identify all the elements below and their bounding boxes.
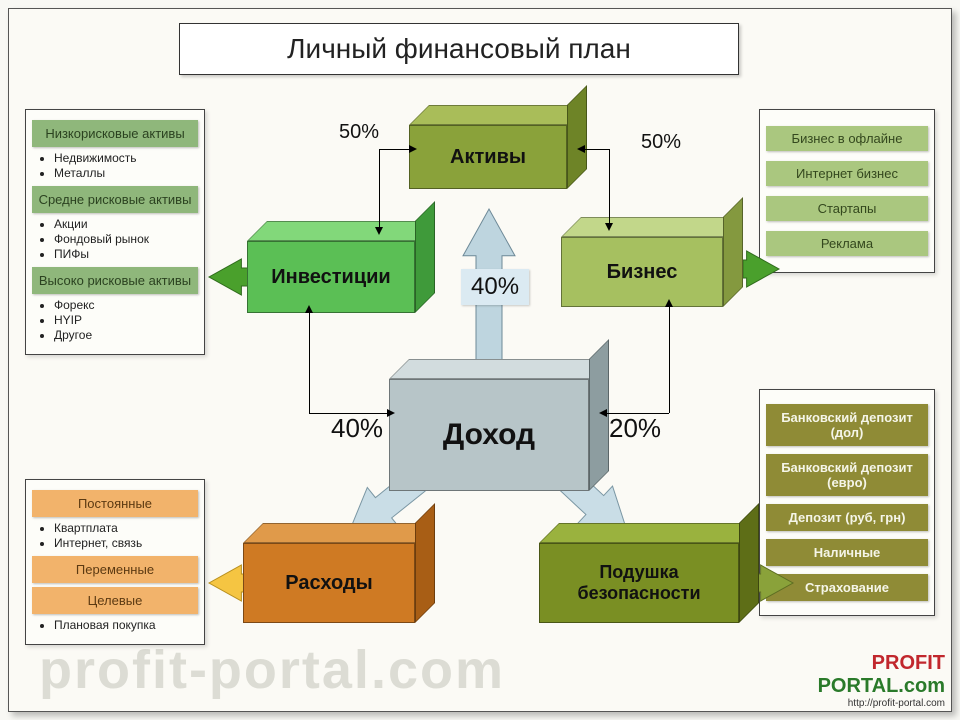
pct-top-left: 50%: [329, 117, 389, 148]
panel-chip: Банковский депозит (евро): [766, 454, 928, 496]
panel-item: Форекс: [54, 298, 198, 312]
panel-item: Акции: [54, 217, 198, 231]
panel-chip: Депозит (руб, грн): [766, 504, 928, 531]
panel-item: Недвижимость: [54, 151, 198, 165]
pct-center: 40%: [461, 269, 529, 305]
panel-chip: Переменные: [32, 556, 198, 583]
panel-chip: Низкорисковые активы: [32, 120, 198, 147]
panel-item: Другое: [54, 328, 198, 342]
panel-item: Интернет, связь: [54, 536, 198, 550]
block-expenses: Расходы: [243, 523, 415, 623]
panel-item: Фондовый рынок: [54, 232, 198, 246]
panel-business: Бизнес в офлайне Интернет бизнес Стартапы Р…: [759, 109, 935, 273]
block-invest: Инвестиции: [247, 221, 415, 313]
panel-chip: Стартапы: [766, 196, 928, 221]
block-safety: Подушка безопасности: [539, 523, 739, 623]
panel-chip: Целевые: [32, 587, 198, 614]
diagram-frame: profit-portal.com Личный финансовый план…: [8, 8, 952, 712]
panel-chip: Страхование: [766, 574, 928, 601]
panel-chip: Высоко рисковые активы: [32, 267, 198, 294]
panel-item: Квартплата: [54, 521, 198, 535]
source-logo: PROFITPORTAL.com http://profit-portal.co…: [818, 652, 945, 709]
pct-top-right: 50%: [631, 127, 691, 158]
panel-chip: Реклама: [766, 231, 928, 256]
panel-item: Металлы: [54, 166, 198, 180]
panel-chip: Банковский депозит (дол): [766, 404, 928, 446]
block-assets: Активы: [409, 105, 567, 189]
panel-item: ПИФы: [54, 247, 198, 261]
panel-item: HYIP: [54, 313, 198, 327]
block-business: Бизнес: [561, 217, 723, 307]
block-income: Доход: [389, 359, 589, 491]
pct-right20: 20%: [599, 409, 671, 448]
page-title: Личный финансовый план: [179, 23, 739, 75]
watermark: profit-portal.com: [39, 639, 505, 701]
panel-chip: Наличные: [766, 539, 928, 566]
panel-chip: Интернет бизнес: [766, 161, 928, 186]
panel-item: Плановая покупка: [54, 618, 198, 632]
panel-expenses: Постоянные КвартплатаИнтернет, связь Перем…: [25, 479, 205, 645]
panel-chip: Средне рисковые активы: [32, 186, 198, 213]
pct-left40: 40%: [321, 409, 393, 448]
panel-chip: Постоянные: [32, 490, 198, 517]
panel-chip: Бизнес в офлайне: [766, 126, 928, 151]
panel-investments: Низкорисковые активы НедвижимостьМеталлы С…: [25, 109, 205, 355]
panel-safety: Банковский депозит (дол) Банковский депоз…: [759, 389, 935, 616]
